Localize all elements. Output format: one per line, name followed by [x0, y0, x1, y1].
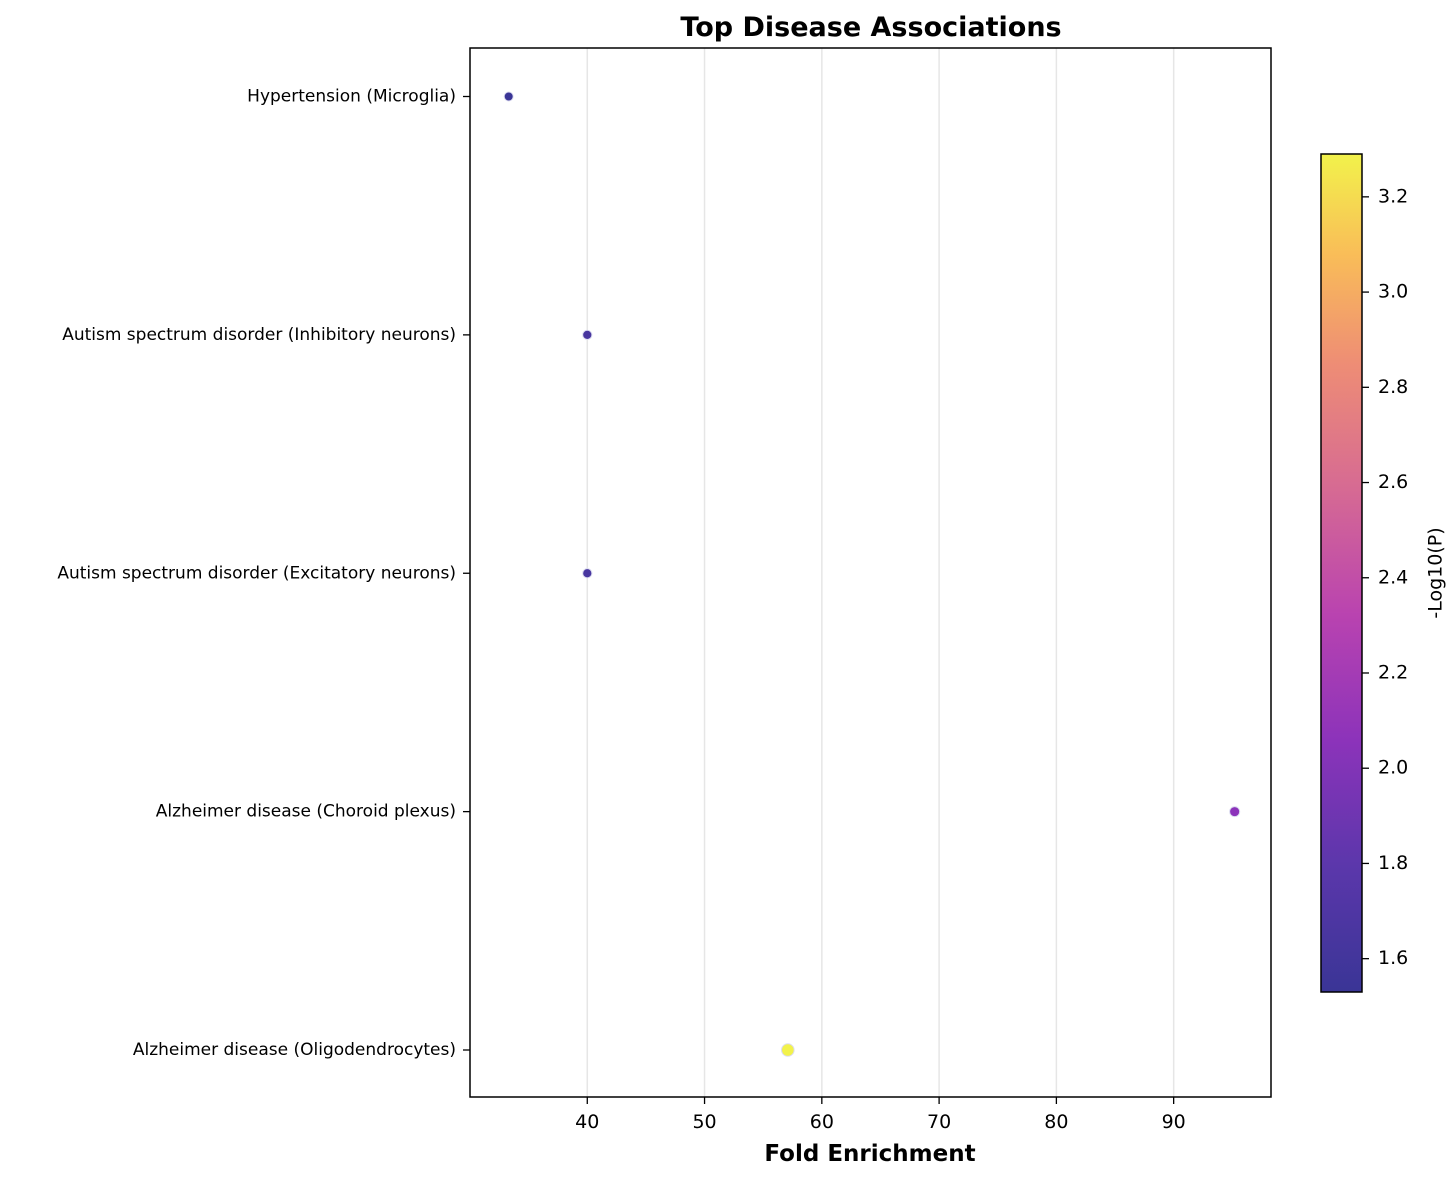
- x-tick-label: 60: [810, 1111, 834, 1133]
- colorbar-tick-label: 2.8: [1378, 376, 1408, 398]
- data-point: [1229, 806, 1241, 818]
- y-category-label: Alzheimer disease (Choroid plexus): [156, 802, 456, 822]
- colorbar-tick-label: 2.6: [1378, 471, 1408, 493]
- colorbar-tick-label: 1.6: [1378, 947, 1408, 969]
- chart-title: Top Disease Associations: [680, 12, 1061, 43]
- colorbar-gradient: [1320, 153, 1363, 993]
- y-category-label: Alzheimer disease (Oligodendrocytes): [133, 1040, 456, 1060]
- colorbar-tick-label: 2.4: [1378, 566, 1408, 588]
- y-axis-ticks: Hypertension (Microglia) Autism spectrum …: [57, 87, 470, 1060]
- x-axis-title: Fold Enrichment: [764, 1141, 975, 1167]
- x-tick-label: 80: [1044, 1111, 1068, 1133]
- data-points: [503, 91, 1241, 1057]
- data-point: [582, 568, 593, 579]
- colorbar-tick-label: 2.2: [1378, 661, 1408, 683]
- gridlines: [586, 48, 1175, 1097]
- x-tick-label: 50: [692, 1111, 716, 1133]
- colorbar: 1.6 1.8 2.0 2.2 2.4 2.6 2.8 3.0 3.2 -Log10(P): [1320, 153, 1447, 993]
- plot-frame: [469, 47, 1272, 1098]
- colorbar-tick-label: 1.8: [1378, 852, 1408, 874]
- data-point: [582, 329, 593, 340]
- y-category-label: Autism spectrum disorder (Excitatory neu…: [57, 563, 456, 583]
- colorbar-tick-label: 2.0: [1378, 757, 1408, 779]
- data-point: [503, 91, 514, 102]
- x-tick-label: 40: [575, 1111, 599, 1133]
- colorbar-ticks: 1.6 1.8 2.0 2.2 2.4 2.6 2.8 3.0 3.2: [1362, 185, 1408, 969]
- data-point: [781, 1043, 795, 1057]
- colorbar-tick-label: 3.2: [1378, 185, 1408, 207]
- y-category-label: Autism spectrum disorder (Inhibitory neu…: [62, 325, 456, 345]
- x-axis-ticks: 40 50 60 70 80 90: [575, 1097, 1186, 1133]
- colorbar-tick-label: 3.0: [1378, 281, 1408, 303]
- x-tick-label: 70: [927, 1111, 951, 1133]
- x-tick-label: 90: [1162, 1111, 1186, 1133]
- colorbar-label: -Log10(P): [1425, 527, 1447, 618]
- y-category-label: Hypertension (Microglia): [247, 87, 456, 107]
